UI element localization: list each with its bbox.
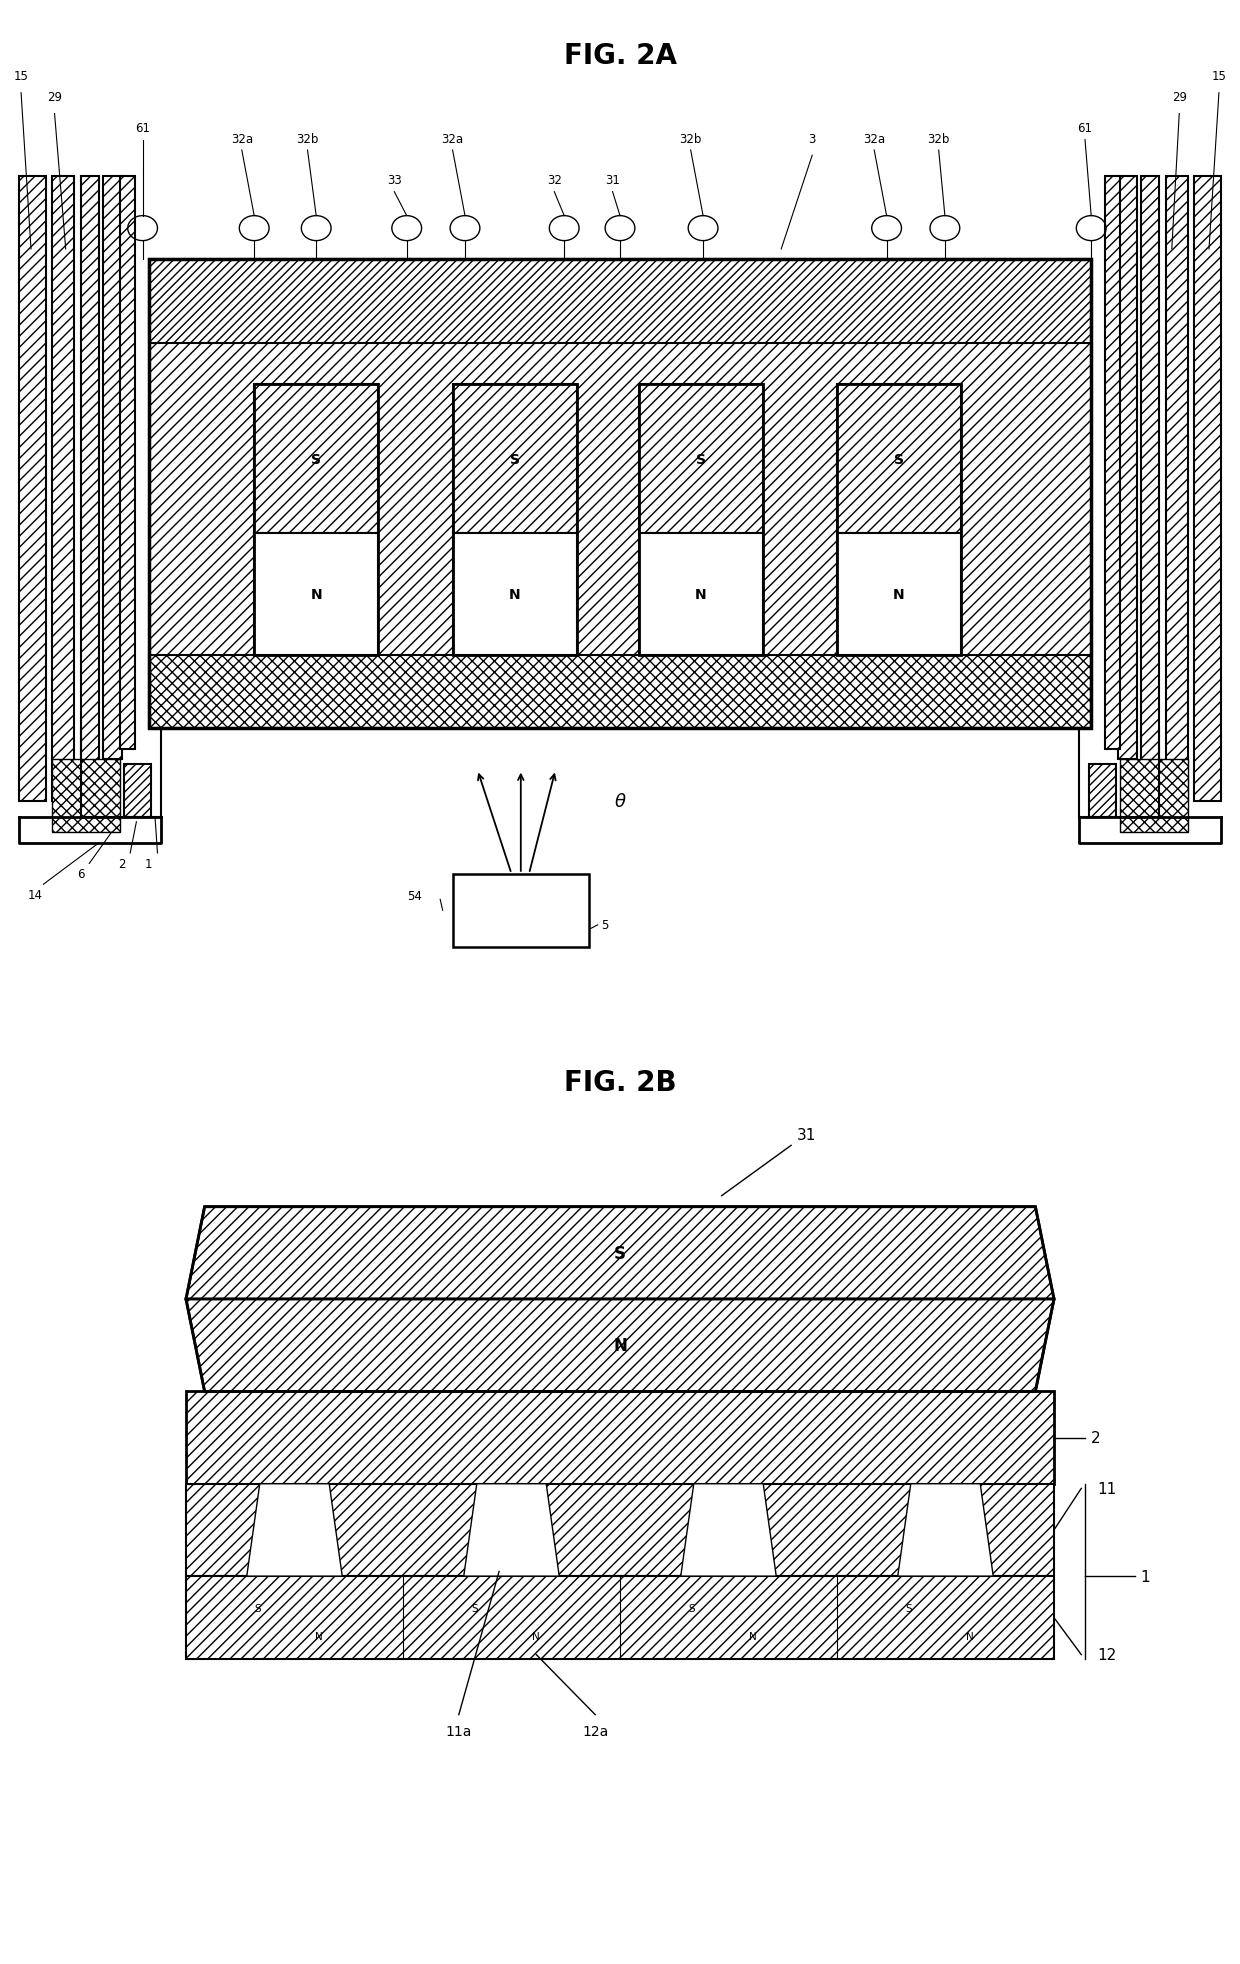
Text: 11a: 11a (445, 1724, 472, 1738)
Text: 15: 15 (1211, 71, 1226, 82)
Polygon shape (247, 1485, 342, 1577)
Text: 61: 61 (135, 122, 150, 136)
Bar (254, 534, 378, 656)
Text: 33: 33 (387, 175, 402, 187)
Text: FIG. 2B: FIG. 2B (564, 1068, 676, 1096)
Bar (1105, 177, 1120, 750)
Text: N: N (893, 587, 905, 601)
Bar (254, 385, 378, 656)
Bar (1120, 760, 1188, 833)
Text: 31: 31 (605, 175, 620, 187)
Text: 54: 54 (407, 890, 422, 903)
Bar (453, 874, 589, 947)
Bar (149, 344, 1091, 656)
Text: S: S (510, 452, 520, 467)
Bar (837, 534, 961, 656)
Text: N: N (315, 1632, 324, 1642)
Bar (149, 656, 1091, 729)
Text: 2: 2 (1091, 1430, 1101, 1446)
Text: N: N (310, 587, 322, 601)
Text: 32a: 32a (863, 134, 885, 145)
Text: 6: 6 (77, 868, 84, 882)
Text: S: S (614, 1245, 626, 1263)
Text: 1: 1 (145, 858, 153, 870)
Text: 29: 29 (47, 90, 62, 104)
Text: S: S (311, 452, 321, 467)
Text: 14: 14 (27, 888, 42, 901)
Bar (52, 760, 120, 833)
Bar (639, 534, 763, 656)
Text: 12: 12 (1097, 1648, 1117, 1662)
Text: 32b: 32b (296, 134, 319, 145)
Text: S: S (696, 452, 706, 467)
Bar (1089, 766, 1116, 817)
Bar (639, 385, 763, 534)
Text: 15: 15 (14, 71, 29, 82)
Bar (186, 1392, 1054, 1485)
Text: 5: 5 (601, 919, 609, 931)
Text: 32a: 32a (231, 134, 253, 145)
Bar (453, 534, 577, 656)
Text: 32b: 32b (928, 134, 950, 145)
Bar (453, 385, 577, 656)
Polygon shape (186, 1300, 1054, 1392)
Bar (254, 385, 378, 534)
Bar (837, 385, 961, 534)
Text: S: S (471, 1605, 477, 1614)
Polygon shape (186, 1208, 1054, 1300)
Bar (149, 259, 1091, 344)
Text: 31: 31 (722, 1127, 816, 1196)
Polygon shape (464, 1485, 559, 1577)
Text: N: N (532, 1632, 541, 1642)
Text: 1: 1 (1141, 1569, 1151, 1583)
Text: N: N (613, 1337, 627, 1355)
Text: 29: 29 (1172, 90, 1187, 104)
Bar (186, 1577, 1054, 1660)
Bar (1166, 177, 1188, 801)
Text: S: S (905, 1605, 911, 1614)
Text: $\theta$: $\theta$ (614, 793, 626, 811)
Text: N: N (966, 1632, 975, 1642)
Bar (124, 766, 151, 817)
Bar (52, 177, 74, 801)
Bar (186, 1485, 1054, 1577)
Bar (149, 261, 1091, 729)
Text: S: S (688, 1605, 694, 1614)
Polygon shape (681, 1485, 776, 1577)
Bar (1118, 177, 1137, 760)
Text: 61: 61 (1078, 122, 1092, 136)
Bar (81, 177, 99, 770)
Text: 32: 32 (547, 175, 562, 187)
Text: S: S (254, 1605, 260, 1614)
Polygon shape (898, 1485, 993, 1577)
Bar (103, 177, 122, 760)
Text: 2: 2 (118, 858, 125, 870)
Text: 32b: 32b (680, 134, 702, 145)
Text: 12a: 12a (582, 1724, 609, 1738)
Bar (120, 177, 135, 750)
Bar (1141, 177, 1159, 770)
Text: S: S (894, 452, 904, 467)
Bar (1194, 177, 1221, 801)
Bar (639, 385, 763, 656)
Text: N: N (508, 587, 521, 601)
Bar (837, 385, 961, 656)
Text: N: N (694, 587, 707, 601)
Text: FIG. 2A: FIG. 2A (563, 41, 677, 69)
Text: 11: 11 (1097, 1481, 1117, 1497)
Bar (453, 385, 577, 534)
Text: N: N (749, 1632, 758, 1642)
Bar (19, 177, 46, 801)
Text: 3: 3 (808, 134, 816, 145)
Text: 32a: 32a (441, 134, 464, 145)
